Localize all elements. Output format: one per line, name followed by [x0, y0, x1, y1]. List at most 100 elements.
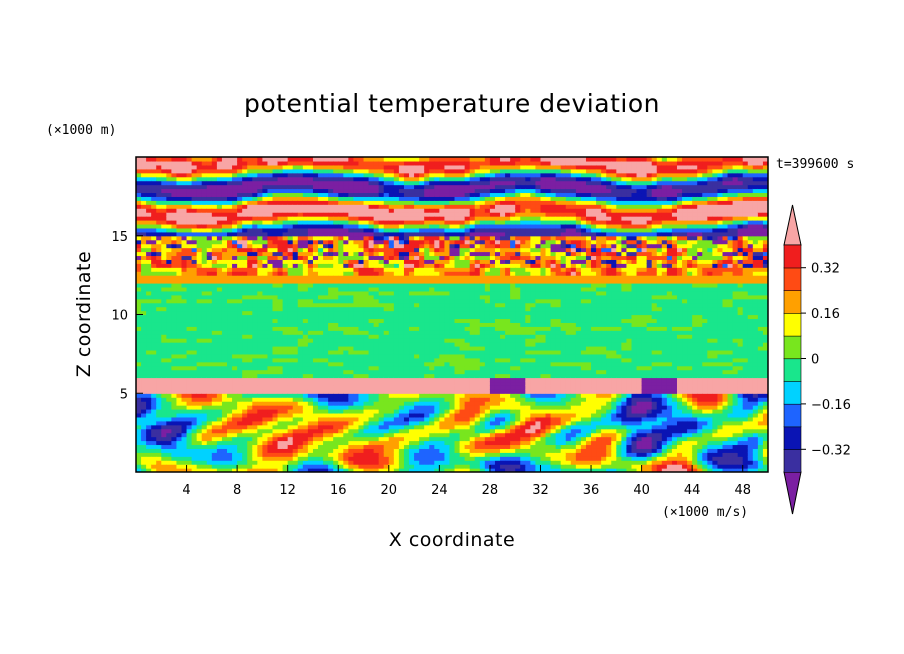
- contour-cell: [267, 208, 274, 213]
- contour-cell: [242, 334, 248, 339]
- contour-cell: [363, 440, 370, 446]
- contour-cell: [171, 192, 178, 197]
- contour-cell: [277, 357, 284, 363]
- contour-cell: [434, 464, 440, 469]
- contour-cell: [287, 184, 294, 190]
- contour-cell: [403, 409, 410, 414]
- contour-cell: [302, 373, 309, 379]
- contour-cell: [247, 464, 253, 469]
- contour-cell: [196, 397, 203, 402]
- contour-cell: [252, 160, 258, 166]
- contour-cell: [358, 393, 365, 398]
- contour-cell: [368, 338, 375, 343]
- contour-cell: [227, 468, 233, 472]
- contour-cell: [368, 369, 375, 375]
- contour-cell: [232, 283, 238, 288]
- contour-cell: [393, 255, 400, 260]
- contour-cell: [414, 377, 420, 383]
- contour-cell: [307, 176, 314, 182]
- contour-cell: [348, 377, 355, 383]
- contour-cell: [434, 432, 440, 438]
- contour-cell: [216, 157, 223, 162]
- contour-cell: [277, 326, 284, 331]
- contour-cell: [166, 424, 172, 430]
- contour-cell: [444, 255, 451, 260]
- contour-cell: [323, 227, 329, 233]
- contour-cell: [393, 436, 400, 442]
- contour-cell: [378, 361, 385, 367]
- contour-cell: [378, 192, 385, 197]
- contour-cell: [323, 247, 329, 253]
- contour-cell: [146, 176, 152, 182]
- contour-cell: [282, 271, 289, 276]
- contour-cell: [237, 326, 243, 331]
- contour-cell: [156, 310, 162, 316]
- contour-cell: [348, 227, 355, 233]
- contour-cell: [398, 318, 405, 323]
- contour-cell: [156, 168, 162, 174]
- contour-cell: [429, 322, 435, 327]
- contour-cell: [434, 393, 440, 398]
- contour-cell: [216, 393, 223, 398]
- contour-cell: [338, 322, 344, 327]
- contour-cell: [146, 440, 152, 446]
- contour-cell: [247, 444, 253, 449]
- contour-cell: [393, 271, 400, 276]
- contour-cell: [439, 334, 446, 339]
- contour-cell: [277, 204, 284, 209]
- contour-cell: [373, 444, 380, 449]
- contour-cell: [191, 405, 198, 410]
- contour-cell: [141, 397, 147, 402]
- contour-cell: [136, 200, 142, 205]
- contour-cell: [343, 357, 349, 363]
- contour-cell: [424, 286, 430, 292]
- contour-cell: [196, 310, 203, 316]
- contour-cell: [373, 172, 380, 178]
- contour-cell: [388, 310, 395, 316]
- contour-cell: [333, 405, 339, 410]
- contour-cell: [237, 357, 243, 363]
- contour-cell: [136, 397, 142, 402]
- contour-cell: [333, 196, 339, 201]
- contour-cell: [434, 448, 440, 453]
- contour-cell: [287, 385, 294, 390]
- contour-cell: [257, 243, 263, 249]
- contour-cell: [358, 338, 365, 343]
- contour-cell: [403, 255, 410, 260]
- contour-cell: [318, 464, 324, 469]
- contour-cell: [257, 334, 263, 339]
- contour-cell: [272, 405, 279, 410]
- contour-cell: [242, 373, 248, 379]
- contour-cell: [414, 172, 420, 178]
- contour-cell: [211, 444, 218, 449]
- contour-cell: [272, 381, 279, 386]
- contour-cell: [328, 318, 334, 323]
- contour-cell: [302, 460, 309, 465]
- contour-cell: [151, 424, 157, 430]
- contour-cell: [333, 255, 339, 260]
- contour-cell: [318, 432, 324, 438]
- contour-cell: [151, 381, 157, 386]
- contour-cell: [136, 326, 142, 331]
- contour-cell: [343, 275, 349, 280]
- contour-cell: [282, 180, 289, 186]
- contour-cell: [393, 247, 400, 253]
- contour-cell: [434, 460, 440, 465]
- contour-cell: [227, 310, 233, 316]
- contour-cell: [232, 298, 238, 304]
- contour-cell: [287, 227, 294, 233]
- contour-cell: [166, 405, 172, 410]
- contour-cell: [388, 271, 395, 276]
- contour-cell: [196, 231, 203, 237]
- contour-cell: [272, 456, 279, 461]
- contour-cell: [328, 208, 334, 213]
- contour-cell: [262, 464, 269, 469]
- contour-cell: [429, 212, 435, 217]
- contour-cell: [353, 424, 360, 430]
- contour-cell: [318, 192, 324, 197]
- contour-cell: [136, 369, 142, 375]
- contour-cell: [429, 468, 435, 472]
- contour-cell: [242, 464, 248, 469]
- contour-cell: [368, 412, 375, 418]
- contour-cell: [292, 346, 299, 351]
